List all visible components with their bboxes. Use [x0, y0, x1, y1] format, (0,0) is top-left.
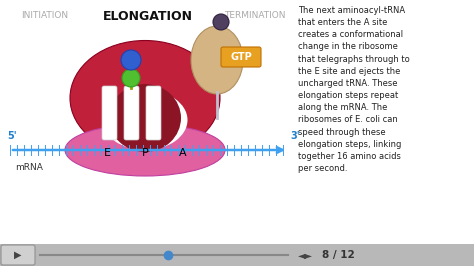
- Ellipse shape: [70, 40, 220, 156]
- Text: ELONGATION: ELONGATION: [103, 10, 193, 23]
- Text: P: P: [142, 148, 148, 158]
- Text: TERMINATION: TERMINATION: [224, 11, 286, 20]
- FancyBboxPatch shape: [221, 47, 261, 67]
- FancyBboxPatch shape: [124, 86, 139, 140]
- FancyBboxPatch shape: [1, 245, 35, 265]
- Ellipse shape: [109, 84, 181, 152]
- Bar: [294, 0, 474, 266]
- Text: The next aminoacyl-tRNA
that enters the A site
creates a conformational
change i: The next aminoacyl-tRNA that enters the …: [298, 6, 410, 173]
- Text: 3': 3': [290, 131, 300, 141]
- Text: 5': 5': [7, 131, 17, 141]
- Text: GTP: GTP: [230, 52, 252, 62]
- Text: INITIATION: INITIATION: [21, 11, 69, 20]
- Text: E: E: [103, 148, 110, 158]
- Ellipse shape: [102, 90, 188, 150]
- Circle shape: [121, 50, 141, 70]
- FancyBboxPatch shape: [102, 86, 117, 140]
- Text: ◄►: ◄►: [298, 250, 312, 260]
- Ellipse shape: [65, 124, 225, 176]
- Text: 8 / 12: 8 / 12: [322, 250, 355, 260]
- Circle shape: [213, 14, 229, 30]
- Ellipse shape: [191, 26, 243, 94]
- Text: mRNA: mRNA: [15, 163, 43, 172]
- Bar: [0, 0, 294, 246]
- FancyBboxPatch shape: [146, 86, 161, 140]
- Text: A: A: [179, 148, 187, 158]
- Text: ▶: ▶: [14, 250, 22, 260]
- Circle shape: [122, 69, 140, 87]
- Bar: [0, 244, 474, 266]
